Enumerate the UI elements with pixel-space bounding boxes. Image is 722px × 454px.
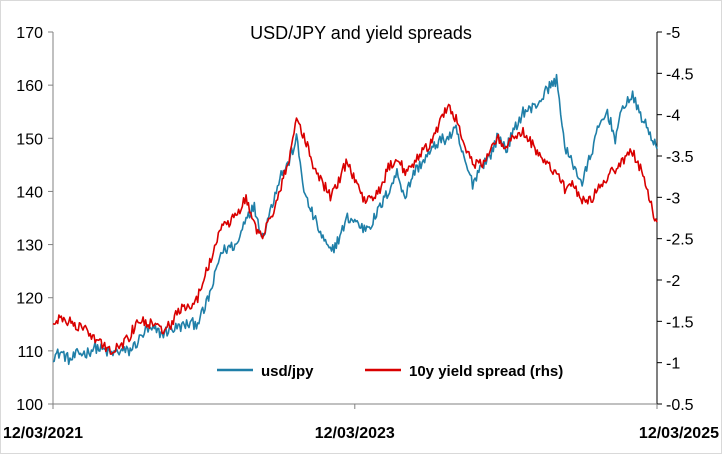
y-right-tick-label: -4.5 — [666, 66, 694, 83]
y-left-tick-label: 120 — [16, 291, 43, 308]
y-right-tick-label: -2 — [666, 273, 680, 290]
y-right-tick-label: -3 — [666, 190, 680, 207]
x-tick-label: 12/03/2025 — [639, 425, 719, 442]
y-right-tick-label: -1.5 — [666, 314, 694, 331]
y-right-tick-label: -0.5 — [666, 397, 694, 414]
legend-label-yield-spread: 10y yield spread (rhs) — [409, 363, 563, 380]
y-right-tick-label: -5 — [666, 25, 680, 42]
x-tick-label: 12/03/2023 — [315, 425, 395, 442]
chart-title: USD/JPY and yield spreads — [250, 23, 472, 43]
axes-layer: 100 110 120 130 140 150 160 170 -0.5 -1 -1.5 -2 -2.5… — [3, 25, 719, 442]
y-left-tick-label: 140 — [16, 184, 43, 201]
y-left-tick-label: 110 — [17, 344, 43, 361]
y-left-tick-label: 160 — [16, 78, 43, 95]
y-left-tick-label: 100 — [16, 397, 43, 414]
y-left-tick-label: 130 — [16, 238, 43, 255]
series-layer — [52, 73, 658, 366]
legend: usd/jpy 10y yield spread (rhs) — [217, 363, 563, 380]
y-right-tick-label: -1 — [666, 356, 680, 373]
y-right-tick-label: -2.5 — [666, 232, 694, 249]
series-line-usdjpy — [52, 73, 658, 366]
y-left-tick-label: 170 — [16, 25, 43, 42]
legend-label-usdjpy: usd/jpy — [261, 363, 314, 380]
series-line-yield-spread — [52, 103, 658, 355]
y-left-tick-label: 150 — [16, 131, 43, 148]
y-right-tick-label: -3.5 — [666, 149, 694, 166]
x-tick-label: 12/03/2021 — [3, 425, 83, 442]
y-right-tick-label: -4 — [666, 108, 680, 125]
